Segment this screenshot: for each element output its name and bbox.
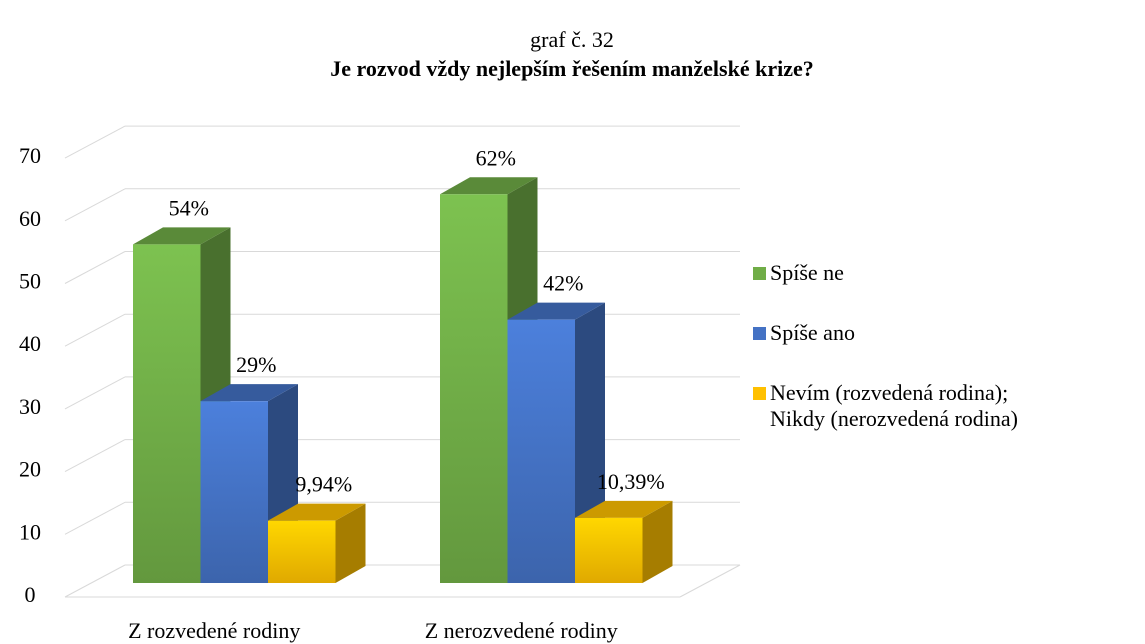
y-tick-label: 60 [19,206,41,231]
bar-top [268,503,366,521]
legend: Spíše ne Spíše ano Nevím (rozvedená rodina… [753,260,1083,466]
bar [575,517,643,583]
grid-line [64,313,126,347]
value-label: 62% [476,145,516,170]
y-tick-label: 70 [19,143,41,168]
y-tick-label: 50 [19,269,41,294]
floor-line [679,564,741,598]
y-tick-label: 0 [25,582,36,607]
grid-line [64,251,126,284]
bar-side [335,503,366,583]
bar-side [642,500,673,583]
grid-line [64,564,126,598]
bar-top [133,227,231,245]
bar [507,319,575,583]
legend-swatch [753,327,766,340]
legend-label: Spíše ano [770,320,855,345]
value-label: 29% [236,352,276,377]
bar-top [440,177,538,195]
bar [200,401,268,583]
x-tick-label: Z nerozvedené rodiny [425,618,618,643]
y-tick-label: 20 [19,457,41,482]
grid-line [64,125,126,159]
grid-line [64,439,126,473]
legend-item: Nevím (rozvedená rodina); Nikdy (nerozve… [753,380,1083,432]
grid-line [64,188,126,222]
value-label: 54% [169,195,209,220]
legend-label: Spíše ne [770,260,844,285]
chart-title: Je rozvod vždy nejlepším řešením manžels… [330,56,814,81]
y-tick-label: 10 [19,519,41,544]
legend-item: Spíše ne [753,260,1083,286]
value-label: 9,94% [295,472,352,497]
bar-top [575,500,673,518]
y-tick-label: 40 [19,331,41,356]
grid-line [64,501,126,535]
bar-top [507,302,605,320]
legend-label: Nevím (rozvedená rodina); Nikdy (nerozve… [770,380,1019,431]
legend-swatch [753,267,766,280]
legend-item: Spíše ano [753,320,1083,346]
bar-top [200,384,298,402]
bar [440,194,508,583]
chart-subtitle: graf č. 32 [530,27,614,52]
value-label: 42% [543,271,583,296]
value-label: 10,39% [597,469,665,494]
grid-line [64,376,126,410]
legend-swatch [753,387,766,400]
y-tick-label: 30 [19,394,41,419]
bar [133,244,201,584]
bar [268,520,336,583]
x-tick-label: Z rozvedené rodiny [128,618,300,643]
